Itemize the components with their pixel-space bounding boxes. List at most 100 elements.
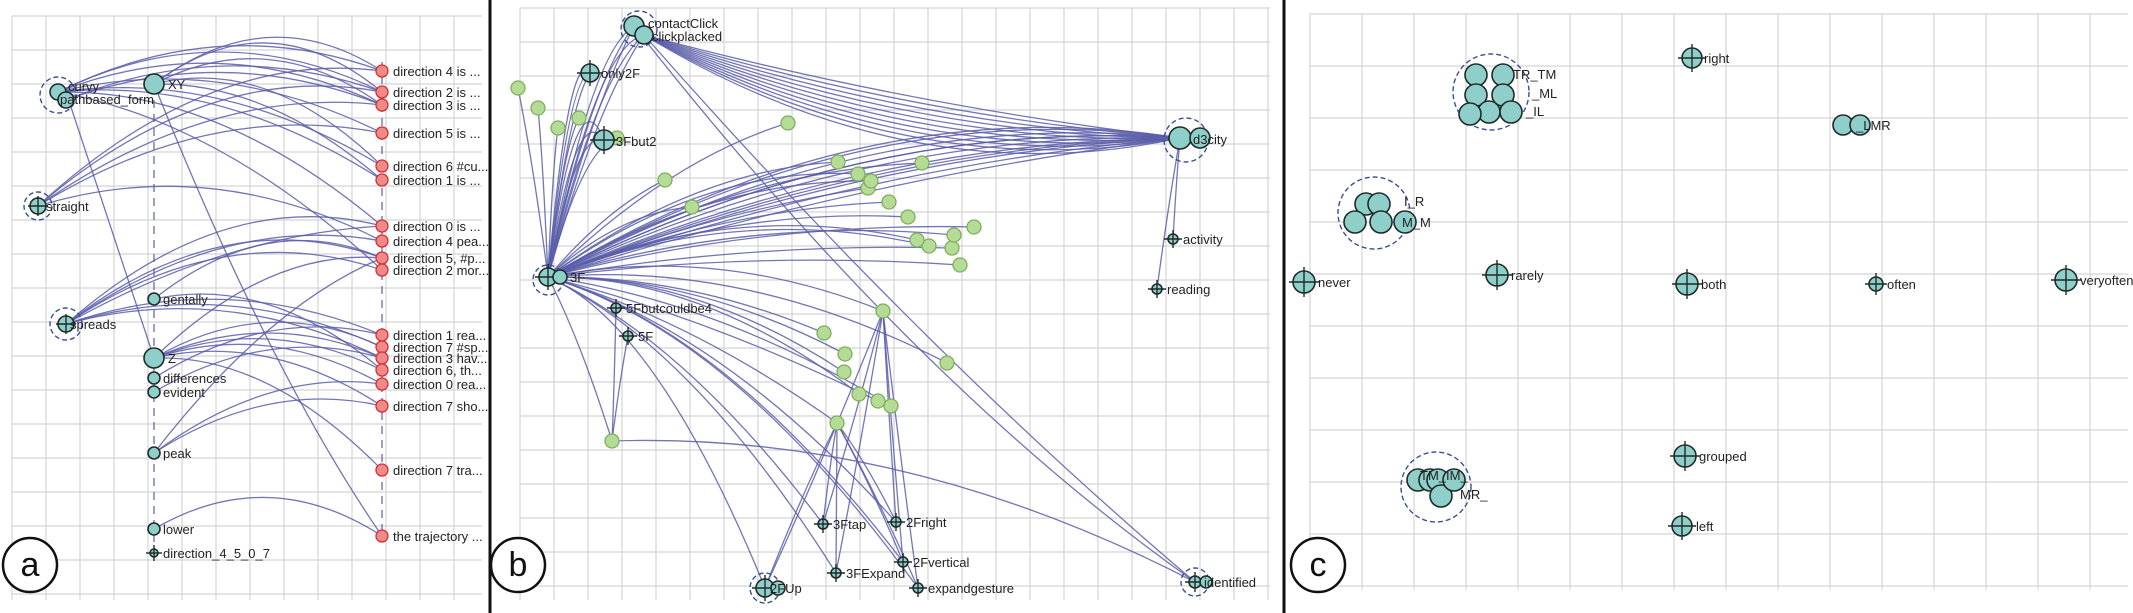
panel-a-direction-node (375, 399, 389, 413)
panel-a-direction-node (375, 98, 389, 112)
panel-b-edge (643, 34, 1196, 583)
panel-a-edge (153, 256, 383, 359)
panel-c-node (1369, 210, 1393, 234)
panel-a-edge (57, 51, 383, 93)
panel-b-bundle-point (946, 227, 962, 243)
panel-b-node-label: 3Ftap (833, 517, 866, 532)
panel-a-edge (153, 326, 383, 379)
panel-a-node-label: straight (46, 199, 89, 214)
node-layer (28, 15, 2081, 601)
panel-c-node (1849, 114, 1871, 136)
panel-b-edge (547, 259, 961, 278)
panel-c-node-label: veryoften (2080, 273, 2133, 288)
panel-a-node-label: pathbased_form (60, 92, 154, 107)
panel-c-node-label: _LMR (1855, 118, 1891, 133)
panel-b-bundle-point (657, 172, 673, 188)
panel-b-edge (611, 439, 1196, 583)
cluster-ring (39, 76, 77, 114)
panel-a-node (57, 91, 75, 109)
panel-a-edge (57, 62, 383, 106)
panel-a-node-label: spreads (70, 317, 117, 332)
panel-a-node (147, 292, 161, 306)
panel-b-node-label: clickplacked (652, 29, 722, 44)
panel-a-edge (57, 78, 383, 134)
panel-a-edge (57, 89, 383, 181)
panel-b-edge (547, 126, 1181, 278)
grid-layer (11, 0, 2128, 613)
panel-c-node (1429, 484, 1453, 508)
panel-a-edge (153, 496, 383, 537)
panel-a-edge (153, 293, 383, 371)
panel-a-direction-label: direction 2 mor... (393, 263, 489, 278)
panel-b-bundle-point (944, 240, 960, 256)
panel-b-edge (547, 135, 1181, 278)
panel-a-direction-node (375, 351, 389, 365)
panel-b-bundle-point (604, 433, 620, 449)
panel-b-node-label: 3FExpand (846, 566, 905, 581)
panel-b-bundle-point (870, 393, 886, 409)
panel-a-direction-node (375, 328, 389, 342)
panel-b-edge (547, 276, 879, 402)
panel-b-node-label: activity (1183, 232, 1223, 247)
panel-b-node-label: 3Fbut2 (616, 134, 656, 149)
panel-a-direction-node (375, 263, 389, 277)
panel-b-edge (764, 422, 838, 589)
panel-a-edge (65, 303, 383, 348)
panel-a-edge (153, 58, 383, 106)
panel-b-edge (547, 273, 948, 364)
panel-b-edge (836, 422, 897, 523)
panel-a-edge (153, 83, 383, 537)
panel-b-edge (835, 310, 884, 574)
panel-b-edge (547, 161, 839, 278)
panel-b-edge (764, 310, 884, 589)
panel-b-bundle-point (909, 232, 925, 248)
panel-b-edge (547, 276, 838, 424)
panel-a-edge (65, 225, 383, 325)
panel-c-node-label: _IL (1525, 104, 1544, 119)
panel-b-edge (836, 422, 919, 589)
panel-a-edge (65, 71, 383, 106)
panel-a-direction-node (375, 64, 389, 78)
panel-a-edge (153, 239, 383, 300)
panel-a-node-label: curvy (68, 79, 100, 94)
panel-a-direction-label: direction 1 rea... (393, 328, 486, 343)
panel-a-direction-label: direction 0 is ... (393, 219, 480, 234)
panel-c-node-label: rarely (1511, 268, 1544, 283)
panel-a-edge (153, 343, 383, 385)
panel-letter-circle (1, 536, 59, 594)
panel-b-bundle-point (900, 209, 916, 225)
panel-b-node-label: only2F (601, 66, 640, 81)
panel-a-direction-node (375, 126, 389, 140)
panel-b-edge (547, 121, 605, 278)
panel-a-direction-label: direction 3 is ... (393, 98, 480, 113)
panel-b-bundle-point (939, 355, 955, 371)
panel-b-edge (547, 276, 766, 589)
cluster-ring (23, 191, 53, 221)
panel-a-edge (65, 65, 383, 101)
panel-b-node-label: 2Fvertical (913, 555, 969, 570)
panel-a-edge (153, 346, 383, 393)
panel-a-direction-label: direction 4 pea... (393, 234, 489, 249)
panel-letter-circle (489, 536, 547, 594)
panel-a-direction-node (375, 363, 389, 377)
panel-a-direction-label: direction 1 is ... (393, 173, 480, 188)
panel-b-node-label: 2Fright (906, 515, 947, 530)
panel-b-bundle-point (914, 155, 930, 171)
panel-a-edge (37, 85, 383, 207)
panel-a-node (147, 371, 161, 385)
panel-a-edge (153, 257, 383, 454)
panel-c-node-label: grouped (1699, 449, 1747, 464)
panel-a-node (147, 522, 161, 536)
panel-b-bundle-point (829, 415, 845, 431)
panel-a-edge (57, 86, 383, 167)
panel-a-node-label: differences (163, 371, 227, 386)
panel-a-node (147, 385, 161, 399)
panel-c-node-label: both (1701, 277, 1726, 292)
cluster-ring (1400, 451, 1472, 523)
panel-c-node-label: I_R (1404, 194, 1424, 209)
panel-b-edge (547, 128, 1181, 278)
panel-c-node-label: left (1696, 519, 1714, 534)
panel-a-node (147, 446, 161, 460)
panel-a-direction-node (375, 340, 389, 354)
panel-c-node-label: TM_IM_ (1420, 468, 1468, 483)
